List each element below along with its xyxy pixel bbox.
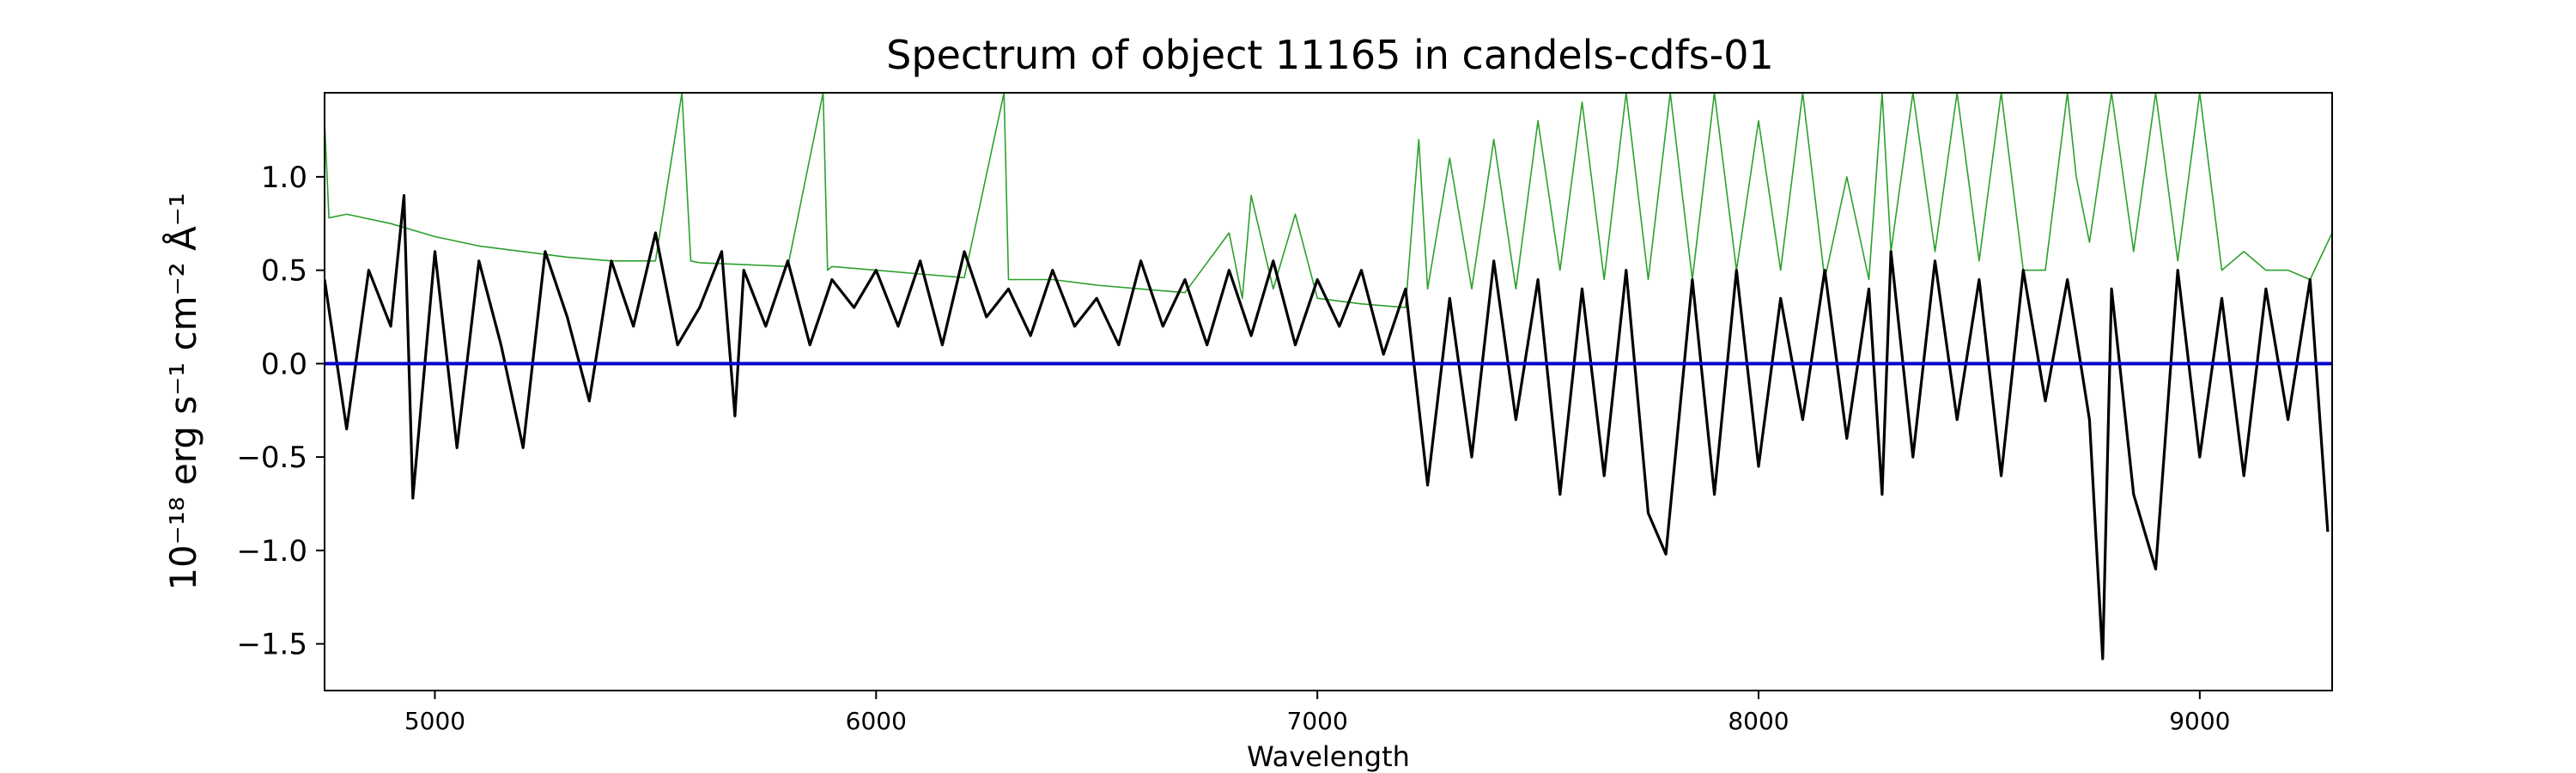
x-axis: 5000 6000 7000 8000 9000 [404,691,2230,735]
chart-title: Spectrum of object 11165 in candels-cdfs… [886,32,1774,78]
x-tick-label: 5000 [404,707,465,735]
y-tick-label: −0.5 [236,441,307,475]
y-tick-label: 1.0 [261,161,307,195]
y-tick-label: −1.5 [236,628,307,662]
x-tick-label: 6000 [846,707,907,735]
x-axis-label: Wavelength [1247,740,1410,773]
x-tick-label: 7000 [1287,707,1348,735]
x-tick-label: 9000 [2169,707,2230,735]
y-tick-label: 0.5 [261,254,307,289]
series-flux-line [325,194,2330,660]
y-axis: 1.0 0.5 0.0 −0.5 −1.0 −1.5 [236,161,325,662]
y-axis-label: 10⁻¹⁸ erg s⁻¹ cm⁻² Å⁻¹ [161,192,204,590]
x-tick-label: 8000 [1728,707,1789,735]
y-tick-label: 0.0 [261,347,307,381]
plot-area [325,93,2332,660]
y-tick-label: −1.0 [236,534,307,569]
plot-frame [324,92,2333,691]
series-error-line [325,93,2332,308]
